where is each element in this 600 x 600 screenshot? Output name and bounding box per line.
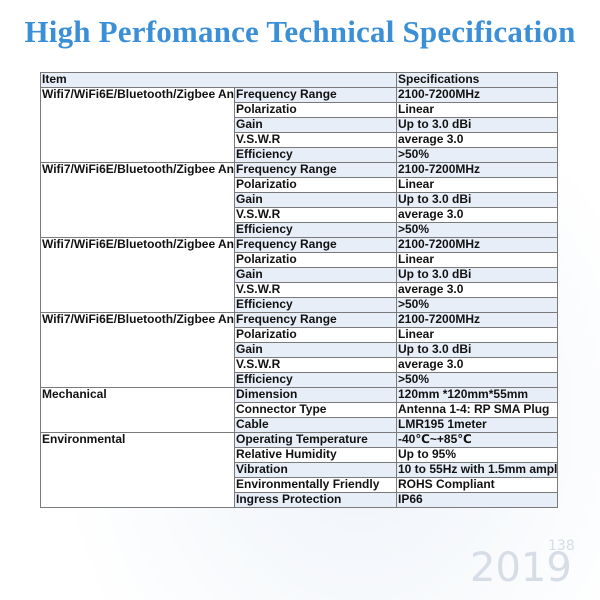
parameter-cell: V.S.W.R — [234, 357, 397, 373]
table-row: Cable LMR195 1meter — [41, 417, 558, 433]
table-header-row: Item Specifications — [40, 72, 558, 88]
value-cell: Up to 95% — [396, 447, 558, 463]
table-row: Environmental Operating Temperature -40℃~+… — [40, 432, 558, 508]
table-row: V.S.W.R average 3.0 — [41, 207, 558, 223]
value-cell: Linear — [396, 327, 558, 343]
value-cell: 10 to 55Hz with 1.5mm amplitude 2hours — [396, 462, 558, 478]
value-cell: >50% — [396, 222, 558, 238]
value-cell: LMR195 1meter — [396, 417, 558, 433]
table-row: V.S.W.R average 3.0 — [41, 132, 558, 148]
parameter-cell: Operating Temperature — [234, 432, 397, 448]
parameter-cell: Efficiency — [234, 372, 397, 388]
group-label: Environmental — [40, 432, 235, 508]
table-row: Wifi7/WiFi6E/Bluetooth/Zigbee Antenna 4F… — [40, 312, 558, 388]
table-row: Polarizatio Linear — [41, 327, 558, 343]
parameter-cell: V.S.W.R — [234, 207, 397, 223]
table-row: Polarizatio Linear — [41, 177, 558, 193]
value-cell: average 3.0 — [396, 207, 558, 223]
group-label: Mechanical — [40, 387, 235, 433]
table-row: Wifi7/WiFi6E/Bluetooth/Zigbee Antenna 2F… — [40, 162, 558, 238]
table-row: Ingress Protection IP66 — [41, 492, 558, 508]
value-cell: 2100-7200MHz — [396, 312, 558, 328]
parameter-cell: Connector Type — [234, 402, 397, 418]
parameter-cell: Gain — [234, 267, 397, 283]
parameter-cell: Environmentally Friendly — [234, 477, 397, 493]
parameter-cell: Cable — [234, 417, 397, 433]
value-cell: Linear — [396, 177, 558, 193]
value-cell: 120mm *120mm*55mm — [396, 387, 558, 403]
page-title: High Perfomance Technical Specification — [24, 14, 576, 49]
table-row: V.S.W.R average 3.0 — [41, 282, 558, 298]
value-cell: average 3.0 — [396, 282, 558, 298]
table-row: Environmentally Friendly ROHS Compliant — [41, 477, 558, 493]
value-cell: Linear — [396, 252, 558, 268]
table-row: Gain Up to 3.0 dBi — [41, 342, 558, 358]
parameter-cell: Frequency Range — [234, 312, 397, 328]
value-cell: average 3.0 — [396, 357, 558, 373]
parameter-cell: Efficiency — [234, 147, 397, 163]
value-cell: Up to 3.0 dBi — [396, 342, 558, 358]
watermark-number: 2019 — [470, 545, 572, 591]
parameter-cell: V.S.W.R — [234, 132, 397, 148]
value-cell: IP66 — [396, 492, 558, 508]
table-row: Connector Type Antenna 1-4: RP SMA Plug — [41, 402, 558, 418]
group-label: Wifi7/WiFi6E/Bluetooth/Zigbee Antenna 1 — [40, 87, 235, 163]
parameter-cell: Polarizatio — [234, 177, 397, 193]
parameter-cell: Frequency Range — [234, 162, 397, 178]
watermark-small-number: 138 — [548, 538, 575, 554]
header-item: Item — [40, 72, 397, 88]
table-row: Relative Humidity Up to 95% — [41, 447, 558, 463]
table-row: Wifi7/WiFi6E/Bluetooth/Zigbee Antenna 3F… — [40, 237, 558, 313]
value-cell: >50% — [396, 372, 558, 388]
parameter-cell: Gain — [234, 117, 397, 133]
table-row: Polarizatio Linear — [41, 102, 558, 118]
value-cell: 2100-7200MHz — [396, 162, 558, 178]
value-cell: 2100-7200MHz — [396, 237, 558, 253]
parameter-cell: Frequency Range — [234, 87, 397, 103]
table-row: Mechanical Dimension 120mm *120mm*55mm — [40, 387, 558, 433]
value-cell: Antenna 1-4: RP SMA Plug — [396, 402, 558, 418]
specification-table-body: Item Specifications Wifi7/WiFi6E/Bluetoo… — [40, 72, 558, 508]
value-cell: Up to 3.0 dBi — [396, 117, 558, 133]
table-row: V.S.W.R average 3.0 — [41, 357, 558, 373]
parameter-cell: Gain — [234, 342, 397, 358]
value-cell: >50% — [396, 297, 558, 313]
table-row: Gain Up to 3.0 dBi — [41, 192, 558, 208]
parameter-cell: Efficiency — [234, 297, 397, 313]
value-cell: 2100-7200MHz — [396, 87, 558, 103]
group-label: Wifi7/WiFi6E/Bluetooth/Zigbee Antenna 3 — [40, 237, 235, 313]
value-cell: Up to 3.0 dBi — [396, 192, 558, 208]
value-cell: Up to 3.0 dBi — [396, 267, 558, 283]
value-cell: Linear — [396, 102, 558, 118]
value-cell: ROHS Compliant — [396, 477, 558, 493]
table-row: Efficiency >50% — [41, 147, 558, 163]
parameter-cell: V.S.W.R — [234, 282, 397, 298]
parameter-cell: Relative Humidity — [234, 447, 397, 463]
table-row: Efficiency >50% — [41, 222, 558, 238]
table-row: Wifi7/WiFi6E/Bluetooth/Zigbee Antenna 1F… — [40, 87, 558, 163]
parameter-cell: Frequency Range — [234, 237, 397, 253]
table-row: Polarizatio Linear — [41, 252, 558, 268]
value-cell: average 3.0 — [396, 132, 558, 148]
specification-table: Item Specifications Wifi7/WiFi6E/Bluetoo… — [40, 72, 558, 508]
table-row: Gain Up to 3.0 dBi — [41, 117, 558, 133]
value-cell: -40℃~+85℃ — [396, 432, 558, 448]
parameter-cell: Vibration — [234, 462, 397, 478]
parameter-cell: Dimension — [234, 387, 397, 403]
group-label: Wifi7/WiFi6E/Bluetooth/Zigbee Antenna 2 — [40, 162, 235, 238]
group-label: Wifi7/WiFi6E/Bluetooth/Zigbee Antenna 4 — [40, 312, 235, 388]
value-cell: >50% — [396, 147, 558, 163]
parameter-cell: Efficiency — [234, 222, 397, 238]
parameter-cell: Polarizatio — [234, 102, 397, 118]
parameter-cell: Polarizatio — [234, 252, 397, 268]
header-specifications: Specifications — [396, 72, 558, 88]
parameter-cell: Gain — [234, 192, 397, 208]
parameter-cell: Ingress Protection — [234, 492, 397, 508]
parameter-cell: Polarizatio — [234, 327, 397, 343]
